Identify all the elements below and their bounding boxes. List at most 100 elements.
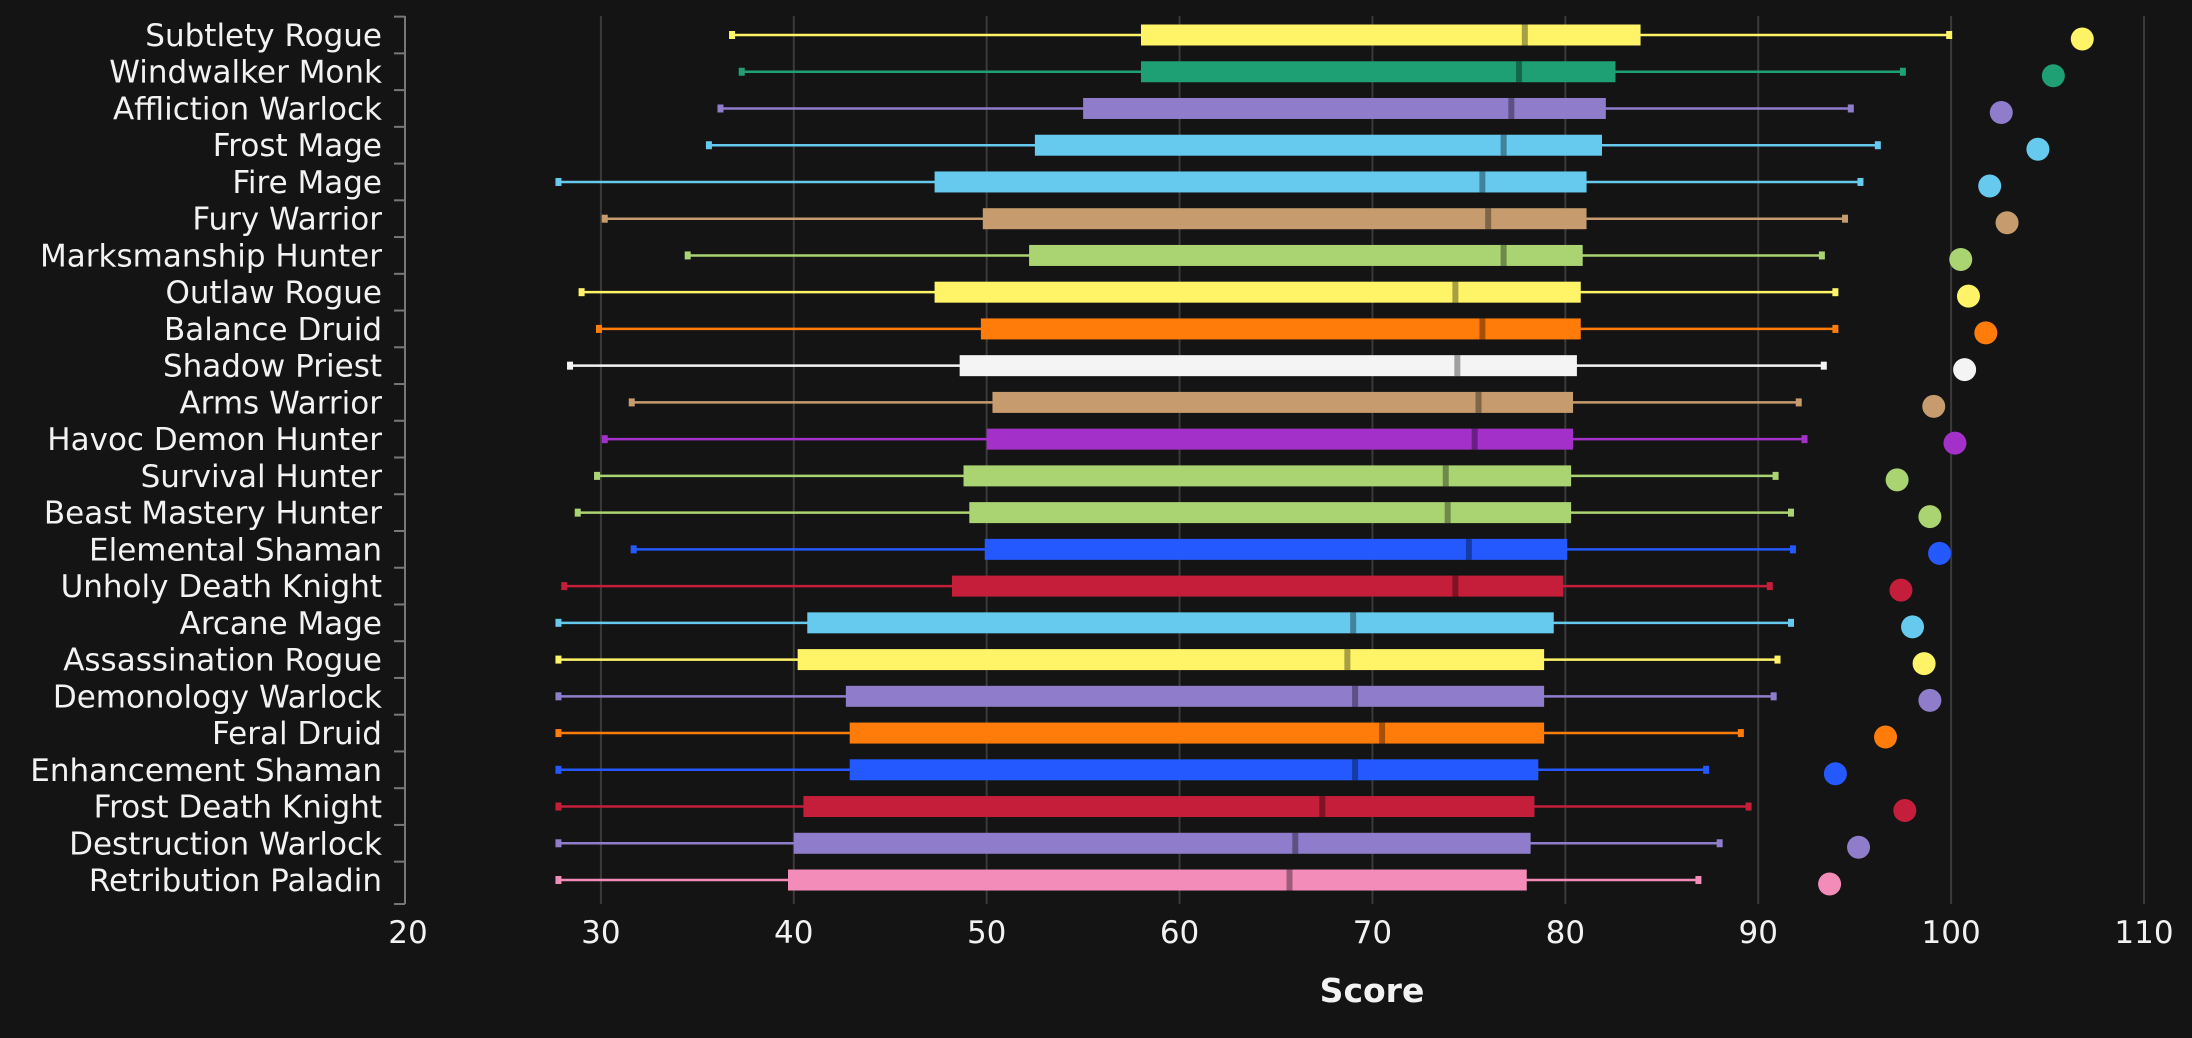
box-destruction-warlock (555, 832, 1871, 859)
max-point-marksmanship-hunter (1949, 247, 1973, 271)
category-label-assassination-rogue: Assassination Rogue (63, 643, 382, 679)
whisker-cap-high-arcane-mage (1788, 618, 1795, 627)
category-label-outlaw-rogue: Outlaw Rogue (165, 275, 382, 311)
category-label-shadow-priest: Shadow Priest (163, 349, 382, 385)
max-point-beast-mastery-hunter (1918, 505, 1942, 529)
whisker-cap-low-windwalker-monk (738, 67, 745, 76)
median-havoc-demon-hunter (1471, 428, 1478, 450)
whisker-cap-high-destruction-warlock (1716, 839, 1723, 848)
whisker-cap-high-shadow-priest (1820, 361, 1827, 370)
box-retribution-paladin (555, 869, 1842, 896)
iqr-box-balance-druid (980, 318, 1581, 340)
box-marksmanship-hunter (684, 244, 1973, 271)
box-assassination-rogue (555, 649, 1936, 676)
iqr-box-windwalker-monk (1140, 61, 1616, 83)
y-axis (394, 15, 406, 906)
box-balance-druid (595, 318, 1998, 345)
category-label-arcane-mage: Arcane Mage (180, 606, 382, 642)
box-affliction-warlock (717, 97, 2013, 124)
max-point-outlaw-rogue (1956, 284, 1980, 308)
whisker-cap-high-havoc-demon-hunter (1801, 435, 1808, 444)
category-label-enhancement-shaman: Enhancement Shaman (30, 753, 382, 789)
iqr-box-feral-druid (849, 722, 1545, 744)
whisker-cap-low-beast-mastery-hunter (574, 508, 581, 517)
iqr-box-retribution-paladin (787, 869, 1527, 891)
iqr-box-survival-hunter (963, 465, 1572, 487)
iqr-box-frost-death-knight (803, 796, 1535, 818)
whisker-cap-low-arcane-mage (555, 618, 562, 627)
iqr-box-enhancement-shaman (849, 759, 1539, 781)
box-fury-warrior (601, 208, 2019, 235)
median-outlaw-rogue (1452, 281, 1459, 303)
x-tick-label-100: 100 (1922, 915, 1981, 951)
whisker-cap-high-feral-druid (1737, 729, 1744, 738)
category-label-balance-druid: Balance Druid (164, 312, 382, 348)
box-elemental-shaman (630, 538, 1952, 565)
box-unholy-death-knight (561, 575, 1913, 602)
category-label-frost-death-knight: Frost Death Knight (94, 790, 382, 826)
whisker-cap-low-havoc-demon-hunter (601, 435, 608, 444)
category-label-fury-warrior: Fury Warrior (192, 202, 382, 238)
category-label-fire-mage: Fire Mage (232, 165, 382, 201)
whisker-cap-high-subtlety-rogue (1946, 31, 1953, 39)
category-label-subtlety-rogue: Subtlety Rogue (145, 18, 382, 54)
x-tick-label-40: 40 (774, 915, 813, 951)
iqr-box-arms-warrior (992, 391, 1574, 413)
category-label-retribution-paladin: Retribution Paladin (89, 863, 382, 899)
max-point-elemental-shaman (1928, 541, 1952, 565)
whisker-cap-low-fire-mage (555, 177, 562, 186)
median-frost-death-knight (1319, 796, 1326, 818)
whisker-cap-low-destruction-warlock (555, 839, 562, 848)
box-arcane-mage (555, 612, 1925, 639)
box-outlaw-rogue (578, 281, 1980, 308)
boxes (555, 24, 2094, 896)
whisker-cap-high-assassination-rogue (1774, 655, 1781, 664)
iqr-box-destruction-warlock (793, 832, 1531, 854)
box-beast-mastery-hunter (574, 502, 1942, 529)
category-label-frost-mage: Frost Mage (213, 128, 382, 164)
category-label-windwalker-monk: Windwalker Monk (109, 55, 382, 91)
median-shadow-priest (1454, 355, 1461, 377)
median-destruction-warlock (1292, 832, 1299, 854)
max-point-havoc-demon-hunter (1943, 431, 1967, 455)
box-frost-mage (705, 134, 2050, 161)
whisker-cap-low-balance-druid (595, 324, 602, 333)
box-havoc-demon-hunter (601, 428, 1967, 455)
box-demonology-warlock (555, 685, 1942, 712)
whisker-cap-high-arms-warrior (1795, 398, 1802, 407)
median-fury-warrior (1485, 208, 1492, 230)
iqr-box-frost-mage (1034, 134, 1602, 156)
category-label-destruction-warlock: Destruction Warlock (69, 826, 382, 862)
median-subtlety-rogue (1521, 24, 1528, 46)
whisker-cap-high-outlaw-rogue (1832, 288, 1839, 297)
max-point-subtlety-rogue (2070, 27, 2094, 51)
whisker-cap-high-enhancement-shaman (1703, 765, 1710, 774)
iqr-box-unholy-death-knight (951, 575, 1564, 597)
whisker-cap-high-survival-hunter (1772, 471, 1779, 480)
median-fire-mage (1479, 171, 1486, 193)
max-point-arcane-mage (1901, 615, 1925, 639)
max-point-frost-death-knight (1893, 799, 1917, 823)
median-retribution-paladin (1286, 869, 1293, 891)
median-elemental-shaman (1465, 538, 1472, 560)
median-arms-warrior (1475, 391, 1482, 413)
max-point-feral-druid (1874, 725, 1898, 749)
median-assassination-rogue (1344, 649, 1351, 671)
iqr-box-fury-warrior (982, 208, 1587, 230)
whisker-cap-high-marksmanship-hunter (1818, 251, 1825, 260)
category-label-beast-mastery-hunter: Beast Mastery Hunter (44, 496, 382, 532)
x-tick-label-110: 110 (2114, 915, 2173, 951)
x-tick-label-60: 60 (1160, 915, 1199, 951)
x-tick-label-30: 30 (581, 915, 620, 951)
whisker-cap-low-demonology-warlock (555, 692, 562, 701)
whisker-cap-high-affliction-warlock (1847, 104, 1854, 113)
max-point-shadow-priest (1953, 358, 1977, 382)
x-tick-label-90: 90 (1738, 915, 1777, 951)
box-shadow-priest (567, 355, 1977, 382)
max-point-balance-druid (1974, 321, 1998, 345)
whisker-cap-high-windwalker-monk (1899, 67, 1906, 76)
max-point-demonology-warlock (1918, 688, 1942, 712)
max-point-assassination-rogue (1912, 652, 1936, 676)
